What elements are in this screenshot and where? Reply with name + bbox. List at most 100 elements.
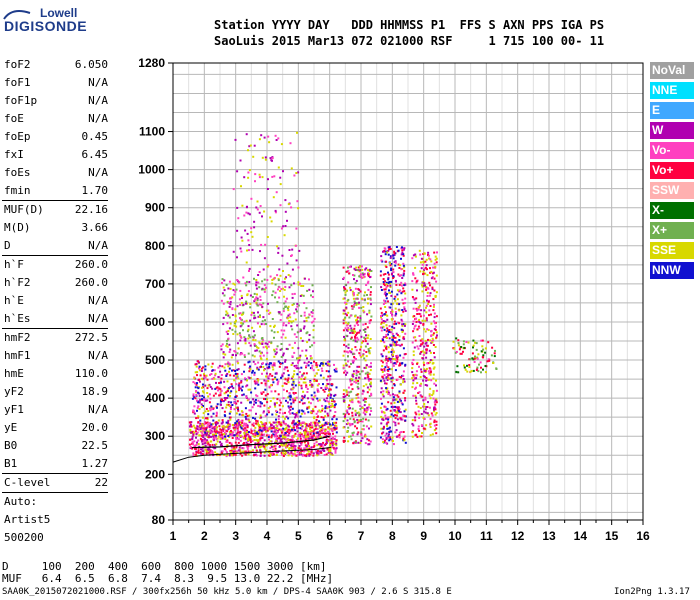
echo-point	[211, 430, 214, 433]
echo-point	[306, 406, 309, 409]
echo-point	[263, 422, 266, 425]
echo-point	[271, 157, 274, 160]
echo-point	[343, 371, 346, 374]
echo-point	[245, 280, 248, 283]
echo-point	[382, 273, 385, 276]
echo-point	[233, 324, 236, 327]
echo-point	[277, 393, 280, 396]
echo-point	[346, 430, 349, 433]
echo-point	[319, 364, 321, 367]
echo-point	[273, 175, 276, 178]
echo-point	[419, 384, 421, 387]
param-label: yF1	[4, 403, 24, 416]
echo-point	[331, 446, 334, 449]
echo-point	[229, 386, 232, 389]
echo-point	[303, 320, 306, 323]
echo-point	[356, 336, 359, 339]
echo-point	[369, 365, 372, 368]
echo-point	[293, 174, 296, 177]
echo-point	[325, 370, 328, 373]
echo-point	[265, 286, 268, 289]
echo-point	[359, 404, 362, 407]
echo-point	[401, 249, 404, 252]
echo-point	[232, 333, 235, 335]
echo-point	[281, 362, 284, 365]
echo-point	[229, 348, 232, 351]
echo-point	[359, 317, 362, 320]
echo-point	[261, 372, 263, 375]
echo-point	[231, 433, 234, 436]
echo-point	[391, 332, 394, 335]
echo-point	[282, 307, 285, 310]
param-label: foEp	[4, 130, 31, 143]
echo-point	[379, 270, 382, 273]
echo-point	[358, 413, 361, 416]
echo-point	[394, 431, 397, 434]
param-row: foE N/A	[2, 110, 108, 128]
echo-point	[232, 450, 235, 453]
echo-point	[193, 440, 196, 443]
echo-point	[334, 448, 337, 451]
param-label: foF1p	[4, 94, 38, 107]
echo-point	[411, 367, 414, 370]
echo-point	[381, 361, 384, 364]
echo-point	[235, 406, 238, 409]
echo-point	[205, 427, 208, 430]
echo-point	[389, 256, 392, 259]
echo-point	[296, 453, 299, 456]
echo-point	[404, 408, 407, 411]
echo-point	[380, 311, 383, 314]
echo-point	[412, 350, 415, 353]
echo-point	[394, 311, 397, 313]
echo-point	[387, 351, 390, 354]
echo-point	[280, 343, 283, 345]
echo-point	[264, 243, 267, 246]
echo-point	[349, 289, 352, 292]
echo-point	[400, 318, 403, 321]
param-label: foF1	[4, 76, 31, 89]
echo-point	[433, 352, 435, 354]
echo-point	[304, 376, 307, 379]
echo-point	[284, 306, 287, 308]
echo-point	[307, 425, 310, 428]
param-value: N/A	[88, 294, 108, 307]
echo-point	[263, 404, 266, 407]
echo-point	[262, 354, 265, 357]
echo-point	[285, 382, 288, 385]
echo-point	[206, 450, 209, 453]
echo-point	[347, 440, 350, 443]
echo-point	[359, 265, 361, 268]
echo-point	[402, 262, 405, 265]
echo-point	[267, 178, 269, 181]
echo-point	[324, 388, 327, 390]
echo-point	[350, 383, 353, 386]
echo-point	[250, 391, 253, 394]
echo-point	[256, 368, 259, 371]
echo-point	[263, 446, 266, 448]
legend-item: E	[650, 102, 694, 119]
echo-point	[367, 348, 370, 351]
echo-point	[301, 402, 304, 405]
echo-point	[302, 285, 305, 287]
echo-point	[279, 408, 282, 411]
echo-point	[386, 387, 389, 390]
echo-point	[302, 327, 305, 330]
echo-point	[239, 318, 242, 321]
echo-point	[254, 446, 256, 449]
echo-point	[218, 364, 221, 367]
echo-point	[202, 377, 205, 380]
echo-point	[291, 268, 294, 271]
echo-point	[332, 441, 335, 443]
echo-point	[400, 431, 403, 433]
echo-point	[204, 410, 207, 413]
echo-point	[427, 338, 429, 341]
echo-point	[282, 427, 285, 430]
echo-point	[353, 267, 356, 270]
echo-point	[198, 434, 201, 437]
echo-point	[232, 282, 235, 285]
echo-point	[261, 343, 264, 345]
echo-point	[294, 432, 297, 435]
echo-point	[328, 389, 331, 392]
echo-point	[310, 449, 313, 452]
echo-point	[225, 397, 228, 400]
